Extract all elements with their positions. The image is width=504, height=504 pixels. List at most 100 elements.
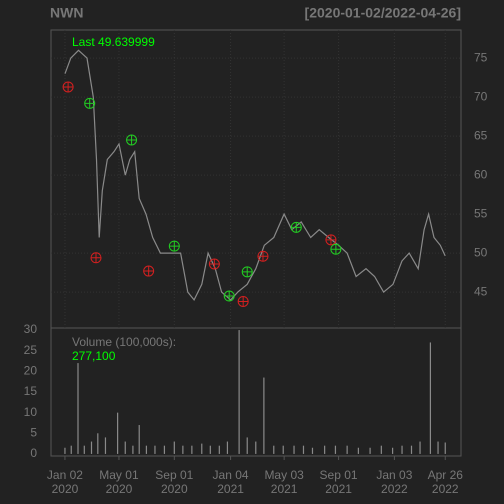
volume-bar [218, 445, 220, 454]
x-tick-label-line: 2022 [432, 482, 459, 496]
x-tick-label-line: May 01 [99, 468, 139, 482]
x-tick-label-line: Jan 02 [47, 468, 83, 482]
volume-bar [70, 445, 72, 454]
volume-bar [380, 445, 382, 454]
x-tick-label-line: May 03 [264, 468, 304, 482]
signal-marker [90, 252, 102, 264]
x-tick-label-line: 2020 [106, 482, 133, 496]
last-price: Last 49.639999 [72, 35, 155, 49]
x-tick-label-line: 2021 [217, 482, 244, 496]
volume-bar [324, 445, 326, 454]
volume-bar [64, 447, 66, 454]
x-tick-label-line: 2020 [161, 482, 188, 496]
volume-bar [369, 447, 371, 454]
x-tick-label-line: Jan 03 [376, 468, 412, 482]
panel [50, 327, 462, 457]
x-tick-label-line: 2020 [52, 482, 79, 496]
y-tick-label: 70 [474, 89, 488, 103]
y-tick-label: 0 [30, 446, 37, 460]
x-tick-label-line: Sep 01 [320, 468, 358, 482]
signal-marker [330, 243, 342, 255]
y-tick-label: 45 [474, 284, 488, 298]
marker-cross [91, 252, 102, 263]
volume-bar [132, 445, 134, 454]
volume-bar [124, 441, 126, 454]
marker-cross [291, 222, 302, 233]
y-tick-label: 15 [24, 384, 38, 398]
y-tick-label: 60 [474, 167, 488, 181]
x-tick-label: May 01 2020 [99, 468, 139, 496]
signal-marker [290, 221, 302, 233]
volume-bar [282, 445, 284, 454]
volume-bar [90, 441, 93, 454]
volume-bar [444, 442, 446, 454]
marker-cross [143, 266, 154, 277]
signal-marker [168, 240, 180, 252]
y-tick-label: 10 [24, 405, 38, 419]
volume-bar [173, 441, 175, 454]
x-tick-label: Jan 03 2022 [376, 468, 412, 496]
volume-bar [357, 447, 359, 454]
marker-cross [257, 251, 268, 262]
marker-cross [84, 98, 95, 109]
volume-bar [263, 377, 265, 454]
volume-bar [255, 441, 257, 454]
marker-cross [126, 134, 137, 145]
volume-bar [226, 441, 229, 454]
volume-bar [83, 445, 85, 454]
x-tick-label: Sep 01 2021 [320, 468, 358, 496]
x-tick-label: Apr 26 2022 [428, 468, 464, 496]
signal-marker [223, 290, 235, 302]
x-tick-label: Jan 04 2021 [213, 468, 249, 496]
volume-bar [97, 433, 99, 454]
volume-bar [311, 447, 314, 454]
marker-cross [224, 291, 235, 302]
volume-label: Volume (100,000s): [72, 335, 176, 349]
signal-marker [208, 258, 220, 270]
volume-bar [117, 412, 119, 454]
y-tick-label: 25 [24, 343, 38, 357]
y-tick-label: 65 [474, 128, 488, 142]
y-tick-label: 30 [24, 322, 38, 336]
chart-title: NWN [50, 5, 83, 21]
volume-bar [293, 445, 295, 454]
marker-cross [325, 234, 336, 245]
x-tick-label: May 03 2021 [264, 468, 304, 496]
x-tick-label-line: Apr 26 [428, 468, 464, 482]
x-tick-label: Jan 02 2020 [47, 468, 83, 496]
y-tick-label: 50 [474, 245, 488, 259]
signal-marker [237, 295, 249, 307]
volume-bar [209, 445, 211, 454]
volume-bar [201, 443, 203, 454]
signal-marker [257, 250, 269, 262]
signal-marker [241, 266, 253, 278]
volume-bar [429, 342, 431, 454]
volume-bar [191, 445, 193, 454]
volume-bar [401, 445, 403, 454]
marker-cross [330, 244, 341, 255]
panel [50, 29, 462, 329]
signal-marker [62, 81, 74, 93]
y-tick-label: 55 [474, 206, 488, 220]
last-volume: 277,100 [72, 349, 116, 363]
volume-bar [77, 363, 79, 454]
y-tick-label: 5 [30, 425, 37, 439]
volume-bar [273, 445, 275, 454]
volume-bar [391, 447, 394, 454]
marker-cross [209, 259, 220, 270]
volume-bar [246, 437, 248, 454]
marker-cross [238, 296, 249, 307]
volume-bar [419, 441, 421, 454]
signal-marker [325, 234, 337, 246]
volume-bar [145, 445, 148, 454]
volume-bar [346, 445, 348, 454]
volume-bar [104, 437, 107, 454]
x-tick-label-line: Sep 01 [155, 468, 193, 482]
marker-cross [63, 81, 74, 92]
x-tick-label-line: 2021 [325, 482, 352, 496]
marker-cross [169, 241, 180, 252]
x-tick-label: Sep 01 2020 [155, 468, 193, 496]
volume-bar [182, 445, 184, 454]
x-tick-label-line: 2021 [271, 482, 298, 496]
volume-bar [437, 441, 439, 454]
